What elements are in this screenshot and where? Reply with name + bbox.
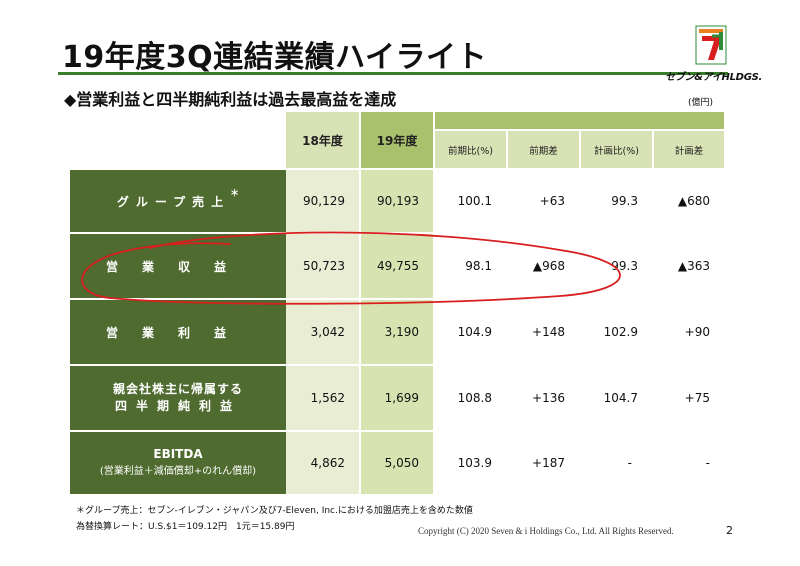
table-cell: +90 [684,325,710,339]
table-cell: 5,050 [361,432,433,494]
table-cell: 3,190 [361,300,433,364]
header-blank [70,112,286,168]
table-cell: 1,562 [286,366,359,430]
table-cell: 4,862 [286,432,359,494]
table-cell: 99.3 [611,194,638,208]
table-cell: +63 [539,194,565,208]
table-cell: +187 [532,456,565,470]
col-header-yoy-pct: 前期比(%) [435,131,506,168]
row-label-text: グループ売上 [116,194,231,209]
col-header-plan-diff: 計画差 [654,131,724,168]
table-cell: 90,193 [361,170,433,232]
slide-title: 19年度3Q連結業績ハイライト [62,40,488,75]
col-header-fy19: 19年度 [361,112,433,168]
table-cell: 104.9 [457,325,492,339]
table-cell: 99.3 [611,259,638,273]
table-cell: 100.1 [457,194,492,208]
footnote-group-sales: ＊グループ売上：セブン‐イレブン・ジャパン及び7-Eleven, Inc.におけ… [76,506,473,516]
table-cell: +136 [532,391,565,405]
row-label-ebitda: EBITDA (営業利益＋減価償却+のれん償却) [70,432,286,494]
brand-name: セブン&アイHLDGS. [665,72,762,83]
table-cell: +148 [532,325,565,339]
row-label-operating-revenues: 営業収益 [70,234,286,298]
title-rule [58,72,728,75]
table-cell: 50,723 [286,234,359,298]
table-cell: 103.9 [457,456,492,470]
table-cell: +75 [684,391,710,405]
table-cell: 98.1 [465,259,492,273]
table-cell: ▲680 [677,194,710,208]
table-cell: - [705,456,710,470]
table-cell: 108.8 [457,391,492,405]
row-label-line1: EBITDA [153,447,203,461]
header-band [435,112,724,129]
table-cell: 1,699 [361,366,433,430]
row-label-group-sales: グループ売上 ＊ [70,170,286,232]
col-header-plan-pct: 計画比(%) [581,131,652,168]
table-cell: ▲363 [677,259,710,273]
row-label-line2: 四半期純利益 [114,399,241,413]
row-label-net-income: 親会社株主に帰属する 四半期純利益 [70,366,286,430]
results-table: 18年度 19年度 前期比(%) 前期差 計画比(%) 計画差 グループ売上 ＊… [70,112,724,494]
seven-i-logo-icon [695,25,727,65]
row-label-line1: 親会社株主に帰属する [112,382,243,396]
table-cell: 49,755 [361,234,433,298]
table-cell: ▲968 [532,259,565,273]
col-header-yoy-diff: 前期差 [508,131,579,168]
table-cell: 102.9 [603,325,638,339]
unit-label: (億円) [688,98,714,108]
table-cell: 90,129 [286,170,359,232]
footnote-exchange-rate: 為替換算レート：U.S.$1＝109.12円 1元＝15.89円 [76,522,295,532]
row-label-operating-income: 営業利益 [70,300,286,364]
col-header-fy18: 18年度 [286,112,359,168]
copyright: Copyright (C) 2020 Seven & i Holdings Co… [418,526,674,536]
row-label-line2: (営業利益＋減価償却+のれん償却) [99,466,257,477]
subtitle: ◆営業利益と四半期純利益は過去最高益を達成 [64,90,397,109]
page-number: 2 [726,524,733,537]
footnote-mark: ＊ [230,188,240,199]
table-cell: 3,042 [286,300,359,364]
table-cell: - [627,456,632,470]
table-cell: 104.7 [603,391,638,405]
